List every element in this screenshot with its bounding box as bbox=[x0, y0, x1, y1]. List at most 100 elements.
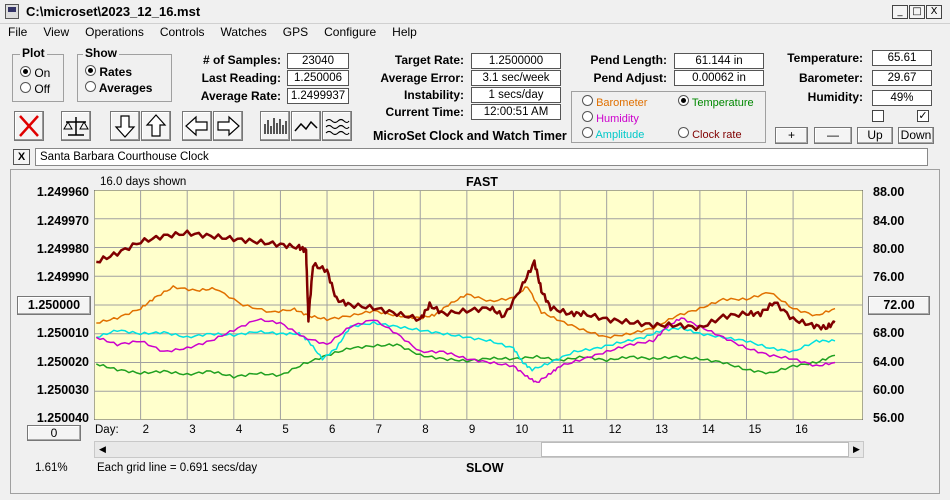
menu-operations[interactable]: Operations bbox=[85, 25, 144, 39]
temperature-radio[interactable] bbox=[678, 95, 689, 106]
zero-button[interactable]: 0 bbox=[27, 425, 81, 441]
sensor-amplitude-option[interactable]: Amplitude bbox=[582, 127, 644, 141]
y-left-tick-label: 1.250040 bbox=[36, 411, 89, 425]
close-button[interactable]: X bbox=[926, 5, 942, 19]
x-tick-label: 16 bbox=[795, 424, 808, 436]
wave-graph-icon bbox=[325, 118, 350, 136]
pend-length-field[interactable]: 61.144 in bbox=[674, 53, 764, 69]
temperature-field: 65.61 bbox=[872, 50, 932, 66]
sensor-barometer-option[interactable]: Barometer bbox=[582, 95, 647, 109]
scale-plus-button[interactable]: + bbox=[775, 127, 808, 144]
show-averages-option[interactable]: Averages bbox=[85, 81, 152, 95]
temperature-label: Temperature: bbox=[787, 51, 863, 65]
plot-on-option[interactable]: On bbox=[20, 66, 50, 80]
wave-view-button[interactable] bbox=[322, 111, 352, 141]
menu-help[interactable]: Help bbox=[392, 25, 417, 39]
last-reading-label: Last Reading: bbox=[201, 71, 281, 85]
scroll-left-arrow-icon[interactable]: ◀ bbox=[99, 444, 106, 454]
pend-adjust-label: Pend Adjust: bbox=[593, 71, 667, 85]
target-rate-field[interactable]: 1.2500000 bbox=[471, 53, 561, 69]
balance-button[interactable] bbox=[61, 111, 91, 141]
scroll-right-button[interactable] bbox=[213, 111, 243, 141]
humidity-radio[interactable] bbox=[582, 111, 593, 122]
center-sensor-button[interactable]: 72.00 bbox=[868, 296, 930, 315]
plot-on-radio[interactable] bbox=[20, 66, 31, 77]
series-line-clock-rate bbox=[96, 229, 836, 332]
arrow-up-icon bbox=[145, 114, 167, 137]
days-shown-label: 16.0 days shown bbox=[100, 176, 187, 188]
bars-view-button[interactable] bbox=[260, 111, 290, 141]
scale-down-button[interactable]: Down bbox=[898, 127, 934, 144]
current-time-label: Current Time: bbox=[385, 105, 464, 119]
line-graph-icon bbox=[294, 120, 318, 132]
sensor-temperature-option[interactable]: Temperature bbox=[678, 95, 754, 109]
title-bar: C:\microset\2023_12_16.mst _ □ X bbox=[0, 0, 950, 24]
scale-up-button[interactable]: Up bbox=[857, 127, 893, 144]
red-x-icon bbox=[19, 115, 39, 137]
menu-view[interactable]: View bbox=[43, 25, 70, 39]
scale-minus-button[interactable]: — bbox=[814, 127, 852, 144]
y-left-tick-label: 1.250010 bbox=[36, 326, 89, 340]
amplitude-radio[interactable] bbox=[582, 127, 593, 138]
minimize-button[interactable]: _ bbox=[892, 5, 908, 19]
scroll-up-button[interactable] bbox=[141, 111, 171, 141]
plot-off-option[interactable]: Off bbox=[20, 82, 50, 96]
x-tick-label: 8 bbox=[422, 424, 429, 436]
show-rates-radio[interactable] bbox=[85, 65, 96, 76]
x-tick-label: 4 bbox=[235, 424, 243, 436]
line-view-button[interactable] bbox=[291, 111, 321, 141]
instability-label: Instability: bbox=[403, 88, 464, 102]
current-time-field: 12:00:51 AM bbox=[471, 104, 561, 120]
barometer-radio[interactable] bbox=[582, 95, 593, 106]
sensor-clock-rate-option[interactable]: Clock rate bbox=[678, 127, 742, 141]
chart-frame bbox=[10, 169, 940, 494]
x-tick-label: 14 bbox=[701, 424, 715, 436]
humidity-checkbox[interactable]: ✓ bbox=[917, 110, 929, 122]
scroll-right-arrow-icon[interactable]: ▶ bbox=[853, 444, 860, 454]
maximize-button[interactable]: □ bbox=[909, 5, 925, 19]
scroll-left-button[interactable] bbox=[182, 111, 212, 141]
y-left-tick-label: 1.249990 bbox=[36, 270, 89, 284]
x-tick-label: 2 bbox=[142, 424, 149, 436]
sensor-humidity-option[interactable]: Humidity bbox=[582, 111, 639, 125]
plot-group-title: Plot bbox=[20, 46, 47, 60]
menu-configure[interactable]: Configure bbox=[324, 25, 377, 39]
stop-button[interactable] bbox=[14, 111, 44, 141]
series-line-temperature bbox=[95, 343, 836, 379]
show-rates-option[interactable]: Rates bbox=[85, 65, 132, 79]
menu-file[interactable]: File bbox=[8, 25, 28, 39]
humidity-option-label: Humidity bbox=[596, 113, 639, 125]
plot-off-radio[interactable] bbox=[20, 82, 31, 93]
scroll-down-button[interactable] bbox=[110, 111, 140, 141]
clock-name-field[interactable]: Santa Barbara Courthouse Clock bbox=[35, 148, 928, 166]
y-right-tick-label: 56.00 bbox=[873, 411, 905, 425]
x-tick-label: 9 bbox=[468, 424, 476, 436]
amplitude-option-label: Amplitude bbox=[595, 129, 645, 141]
humidity-label: Humidity: bbox=[807, 90, 863, 104]
temperature-option-label: Temperature bbox=[691, 97, 754, 109]
clear-clock-button[interactable]: X bbox=[13, 149, 30, 165]
window-title: C:\microset\2023_12_16.mst bbox=[26, 4, 201, 19]
show-averages-radio[interactable] bbox=[85, 81, 96, 92]
option-checkbox-1[interactable] bbox=[872, 110, 884, 122]
scrollbar-thumb[interactable] bbox=[541, 442, 849, 457]
average-error-field: 3.1 sec/week bbox=[471, 70, 561, 86]
center-rate-button[interactable]: 1.250000 bbox=[17, 296, 91, 315]
y-right-tick-label: 88.00 bbox=[873, 185, 905, 199]
y-right-tick-label: 60.00 bbox=[873, 383, 905, 397]
app-icon[interactable] bbox=[5, 4, 19, 19]
menu-gps[interactable]: GPS bbox=[282, 25, 309, 39]
humidity-field: 49% bbox=[872, 90, 932, 106]
menu-watches[interactable]: Watches bbox=[220, 25, 267, 39]
horizontal-scrollbar[interactable]: ◀ ▶ bbox=[94, 441, 864, 458]
percent-label: 1.61% bbox=[35, 462, 68, 474]
clock-rate-radio[interactable] bbox=[678, 127, 689, 138]
average-error-label: Average Error: bbox=[380, 71, 464, 85]
menu-controls[interactable]: Controls bbox=[159, 25, 205, 39]
y-left-tick-label: 1.250020 bbox=[36, 355, 89, 369]
menu-bar: File View Operations Controls Watches GP… bbox=[0, 24, 950, 42]
x-tick-label: 11 bbox=[562, 424, 574, 436]
plot-area[interactable] bbox=[94, 190, 863, 420]
bar-graph-icon bbox=[264, 118, 287, 134]
y-right-tick-label: 76.00 bbox=[873, 270, 905, 284]
